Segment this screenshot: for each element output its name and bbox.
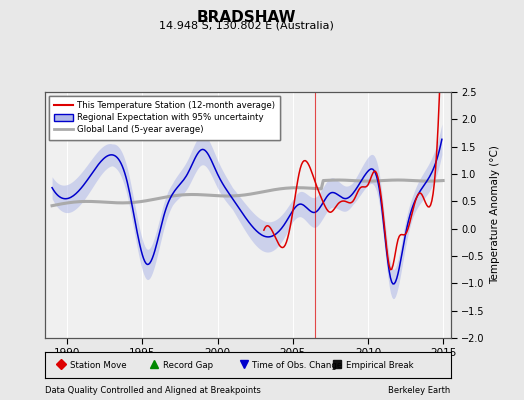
Text: Data Quality Controlled and Aligned at Breakpoints: Data Quality Controlled and Aligned at B… [45,386,260,395]
Text: 14.948 S, 130.802 E (Australia): 14.948 S, 130.802 E (Australia) [159,20,334,30]
Text: Berkeley Earth: Berkeley Earth [388,386,451,395]
Text: Station Move: Station Move [70,360,126,370]
Text: BRADSHAW: BRADSHAW [196,10,296,25]
Text: Time of Obs. Change: Time of Obs. Change [253,360,343,370]
Text: Record Gap: Record Gap [163,360,213,370]
Text: Empirical Break: Empirical Break [346,360,413,370]
Legend: This Temperature Station (12-month average), Regional Expectation with 95% uncer: This Temperature Station (12-month avera… [49,96,280,140]
Y-axis label: Temperature Anomaly (°C): Temperature Anomaly (°C) [490,146,500,284]
